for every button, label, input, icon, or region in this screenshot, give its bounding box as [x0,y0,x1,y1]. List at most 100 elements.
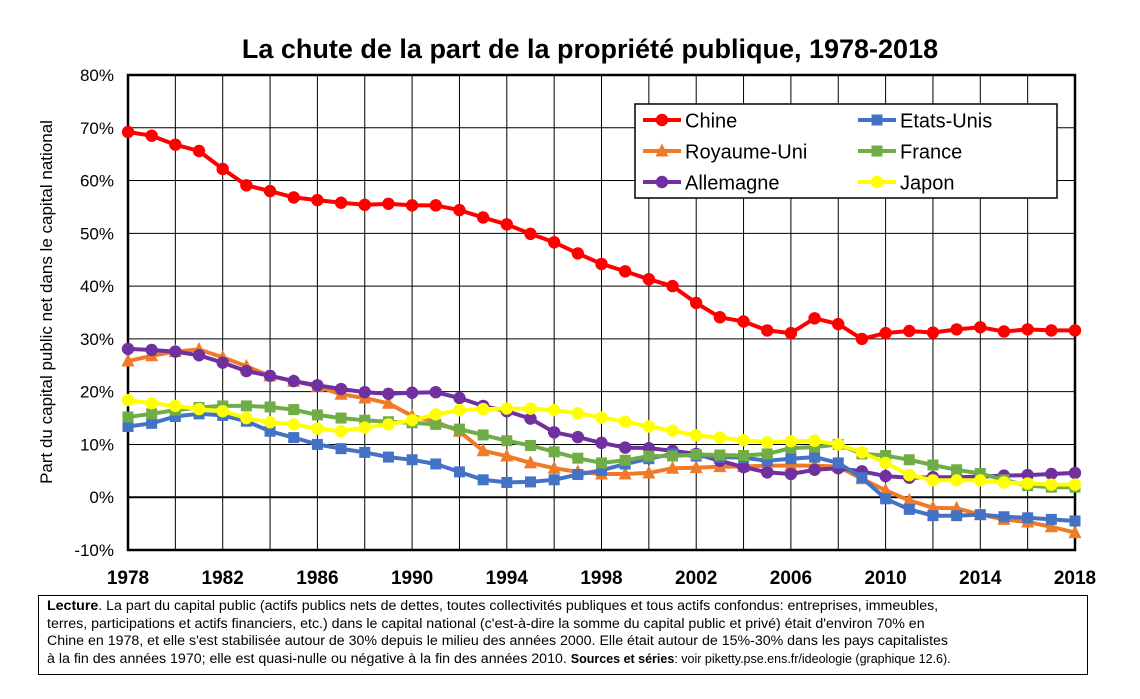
data-point-allemagne [192,349,206,362]
data-point-etats-unis [761,455,773,467]
data-point-allemagne [879,469,892,483]
data-point-france [122,411,134,423]
data-point-france [548,446,560,458]
series-japon [121,393,1082,491]
data-point-japon [169,399,182,413]
data-point-chine [547,236,561,249]
data-point-royaume-uni [879,482,893,496]
data-point-japon [832,438,845,451]
data-point-chine [240,179,253,192]
legend-marker-france [871,145,883,157]
data-point-japon [382,418,395,431]
data-point-japon [121,393,135,407]
data-point-allemagne [1045,467,1058,481]
data-point-france [335,412,347,424]
data-point-france [359,414,371,426]
data-point-france [809,441,821,453]
data-point-japon [429,408,442,421]
legend-item-japon: Japon [858,173,955,195]
data-point-japon [903,468,916,482]
data-point-france [738,450,750,462]
data-point-chine [618,265,632,278]
legend-label-chine: Chine [685,111,737,133]
data-point-etats-unis [596,464,607,476]
data-point-chine [784,326,798,340]
data-point-france [643,450,655,462]
data-point-etats-unis [406,454,418,466]
data-point-allemagne [382,387,395,400]
data-point-japon [879,456,892,470]
data-point-chine [453,203,466,217]
data-point-japon [240,411,253,425]
data-point-japon [690,429,703,442]
data-point-chine [713,311,727,324]
data-point-etats-unis [548,474,560,486]
data-point-etats-unis [832,457,844,469]
data-point-royaume-uni [666,460,680,474]
data-point-etats-unis [501,476,513,488]
data-point-chine [334,196,348,209]
x-tick-label: 2006 [770,568,812,589]
data-point-etats-unis [524,476,536,488]
data-point-royaume-uni [121,353,135,367]
data-point-royaume-uni [642,465,656,479]
data-point-chine [595,257,608,271]
series-chine [121,125,1082,346]
data-point-allemagne [145,343,158,357]
data-point-royaume-uni [689,460,703,474]
y-tick-label: 30% [80,330,114,349]
data-point-etats-unis [311,438,323,450]
data-point-japon [476,402,490,416]
y-tick-label: 40% [80,277,114,296]
lecture-line-4: à la fin des années 1970; elle est quasi… [47,650,567,667]
data-point-allemagne [216,356,229,369]
data-point-japon [808,434,821,447]
data-point-chine [808,312,821,325]
data-point-chine [690,296,703,310]
data-point-france [619,454,631,466]
data-point-allemagne [311,379,324,392]
data-point-france [761,448,773,460]
data-point-etats-unis [430,458,442,470]
data-point-japon [311,422,324,435]
legend-label-etats-unis: Etats-Unis [900,111,992,133]
data-point-chine [879,326,892,340]
data-point-france [667,450,679,462]
legend-item-allemagne: Allemagne [643,173,780,195]
data-point-etats-unis [264,425,276,437]
data-point-allemagne [121,342,135,356]
data-point-japon [1068,478,1082,491]
y-tick-label: 60% [80,172,114,191]
data-point-chine [642,273,656,286]
data-point-france [288,404,300,416]
data-point-allemagne [571,430,585,444]
x-tick-label: 2002 [675,568,717,589]
data-point-chine [145,129,158,142]
data-point-france [146,408,158,420]
data-point-allemagne [287,374,300,388]
data-point-japon [1021,477,1034,490]
data-point-japon [618,415,632,428]
data-point-japon [547,403,561,417]
data-point-etats-unis [169,410,181,422]
data-point-etats-unis [1045,513,1057,525]
data-point-japon [974,474,987,487]
data-point-etats-unis [856,472,868,484]
y-tick-label: -10% [74,541,114,560]
legend-item-chine: Chine [643,111,737,133]
data-point-france [596,457,607,469]
legend-label-japon: Japon [900,173,955,195]
y-tick-label: 20% [80,383,114,402]
legend-marker-japon [870,175,884,189]
data-point-royaume-uni [902,492,916,506]
legend-marker-chine [655,113,669,127]
data-point-france [240,400,252,412]
data-point-chine [950,323,963,336]
legend-label-royaume-uni: Royaume-Uni [685,142,807,164]
data-point-chine [855,332,869,346]
data-point-allemagne [595,436,608,450]
data-point-chine [287,191,300,204]
data-point-japon [500,402,513,415]
data-point-allemagne [429,385,442,399]
data-point-japon [737,434,750,447]
